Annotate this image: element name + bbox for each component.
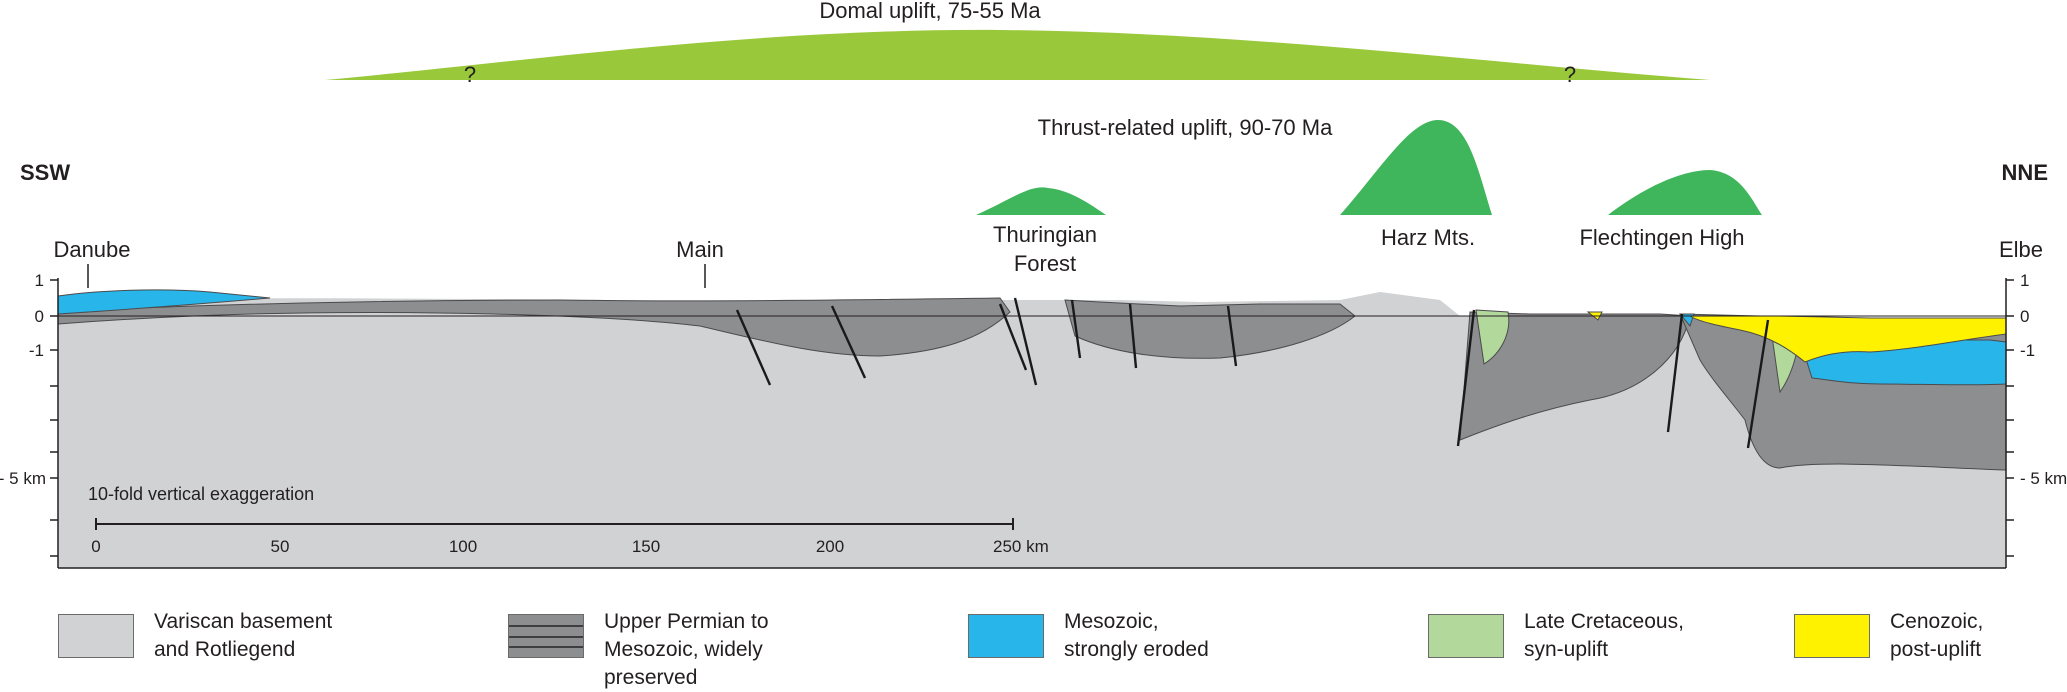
legend-label-late-cretaceous: Late Cretaceous, syn-uplift <box>1524 610 1684 661</box>
legend-item-permian: Upper Permian to Mesozoic, widely preser… <box>508 608 808 692</box>
scale-50: 50 <box>271 537 290 556</box>
legend-item-mesozoic: Mesozoic, strongly eroded <box>968 608 1248 692</box>
depth-tick-minus1-left: -1 <box>29 341 44 360</box>
direction-nne: NNE <box>2002 160 2048 185</box>
legend-label-cenozoic: Cenozoic, post-uplift <box>1890 610 1984 661</box>
fault-line <box>1746 319 1770 449</box>
legend-label-mesozoic: Mesozoic, strongly eroded <box>1064 610 1209 661</box>
fault-line <box>1128 303 1138 369</box>
thrust-uplift-thuringian <box>976 187 1106 215</box>
fault-line <box>1456 309 1476 447</box>
mesozoic-flechtingen <box>1678 313 1695 328</box>
place-thuringian-1: Thuringian <box>993 222 1097 247</box>
depth-tick-1-left: 1 <box>35 271 44 290</box>
depth-axis-left <box>50 278 59 568</box>
scale-0: 0 <box>91 537 100 556</box>
place-main: Main <box>676 237 724 262</box>
place-thuringian-2: Forest <box>1014 251 1076 276</box>
scale-200: 200 <box>816 537 844 556</box>
cenozoic-east <box>1688 315 2007 363</box>
legend-swatch-cenozoic <box>1794 614 1870 658</box>
scale-150: 150 <box>632 537 660 556</box>
depth-tick-1-right: 1 <box>2020 271 2029 290</box>
fault-line <box>1226 305 1238 367</box>
legend-item-basement: Variscan basement and Rotliegend <box>58 608 358 692</box>
place-elbe: Elbe <box>1999 237 2043 262</box>
legend-swatch-mesozoic <box>968 614 1044 658</box>
domal-question-right: ? <box>1564 62 1576 87</box>
fault-line <box>735 309 772 386</box>
depth-tick-0-left: 0 <box>35 307 44 326</box>
fault-line <box>830 305 867 379</box>
domal-uplift-label: Domal uplift, 75-55 Ma <box>819 0 1041 23</box>
domal-uplift-shape <box>325 29 1710 80</box>
scale-250: 250 km <box>993 537 1049 556</box>
legend-item-cenozoic: Cenozoic, post-uplift <box>1794 608 2054 692</box>
legend-item-late-cretaceous: Late Cretaceous, syn-uplift <box>1428 608 1728 692</box>
legend-swatch-permian <box>508 614 584 658</box>
late-cretaceous-harz <box>1475 309 1510 365</box>
place-harz: Harz Mts. <box>1381 225 1475 250</box>
mesozoic-danube <box>57 289 271 315</box>
legend-label-basement: Variscan basement and Rotliegend <box>154 610 333 661</box>
fault-lines <box>735 297 1770 449</box>
fault-line <box>1070 299 1082 359</box>
depth-tick-5km-left: - 5 km <box>0 469 46 488</box>
fault-line <box>998 303 1028 371</box>
thrust-uplift-flechtingen <box>1608 170 1762 215</box>
permian-layer-west <box>57 297 1011 357</box>
depth-tick-5km-right: - 5 km <box>2020 469 2067 488</box>
exaggeration-note: 10-fold vertical exaggeration <box>88 484 314 504</box>
fault-line <box>1666 313 1684 433</box>
scale-bar <box>95 518 1014 530</box>
place-flechtingen: Flechtingen High <box>1579 225 1744 250</box>
depth-axis-right <box>2005 278 2014 568</box>
place-danube: Danube <box>53 237 130 262</box>
fault-line <box>1013 297 1038 386</box>
legend-swatch-basement <box>58 614 134 658</box>
legend-swatch-late-cretaceous <box>1428 614 1504 658</box>
thrust-uplift-label: Thrust-related uplift, 90-70 Ma <box>1038 115 1333 140</box>
scale-100: 100 <box>449 537 477 556</box>
thrust-uplift-harz <box>1340 120 1492 215</box>
legend-label-permian: Upper Permian to Mesozoic, widely preser… <box>604 610 769 689</box>
depth-tick-0-right: 0 <box>2020 307 2029 326</box>
domal-question-left: ? <box>464 62 476 87</box>
direction-ssw: SSW <box>20 160 70 185</box>
depth-tick-minus1-right: -1 <box>2020 341 2035 360</box>
